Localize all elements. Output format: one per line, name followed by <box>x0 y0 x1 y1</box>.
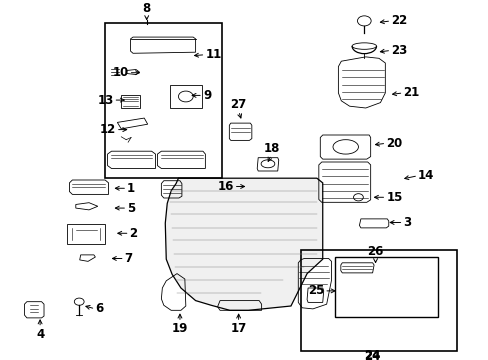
Bar <box>105 23 222 178</box>
Text: 18: 18 <box>263 142 279 155</box>
Text: 5: 5 <box>127 202 135 215</box>
Text: 17: 17 <box>230 322 246 335</box>
Text: 13: 13 <box>97 94 113 107</box>
Text: 24: 24 <box>364 350 380 360</box>
Text: 25: 25 <box>307 284 324 297</box>
Text: 24: 24 <box>364 349 380 360</box>
Text: 7: 7 <box>124 252 133 265</box>
Text: 10: 10 <box>112 66 128 79</box>
Text: 8: 8 <box>142 2 150 15</box>
Text: 15: 15 <box>386 191 402 204</box>
Text: 20: 20 <box>386 137 402 150</box>
Bar <box>170 85 202 108</box>
Bar <box>334 257 437 317</box>
Text: 19: 19 <box>171 322 188 335</box>
Polygon shape <box>165 178 322 310</box>
Text: 23: 23 <box>390 44 407 57</box>
Text: 27: 27 <box>230 98 246 111</box>
Text: 21: 21 <box>403 86 419 99</box>
Text: 22: 22 <box>390 14 407 27</box>
Text: 1: 1 <box>127 182 135 195</box>
Text: 6: 6 <box>95 302 103 315</box>
Text: 2: 2 <box>129 227 138 240</box>
Bar <box>121 95 140 108</box>
Text: 3: 3 <box>403 216 411 229</box>
Text: 26: 26 <box>366 246 383 258</box>
Text: 9: 9 <box>203 89 211 102</box>
Text: 12: 12 <box>100 123 116 136</box>
Text: 16: 16 <box>217 180 233 193</box>
Text: 14: 14 <box>417 169 433 182</box>
Text: 11: 11 <box>205 48 221 61</box>
Text: 4: 4 <box>36 328 44 341</box>
Bar <box>300 250 456 351</box>
